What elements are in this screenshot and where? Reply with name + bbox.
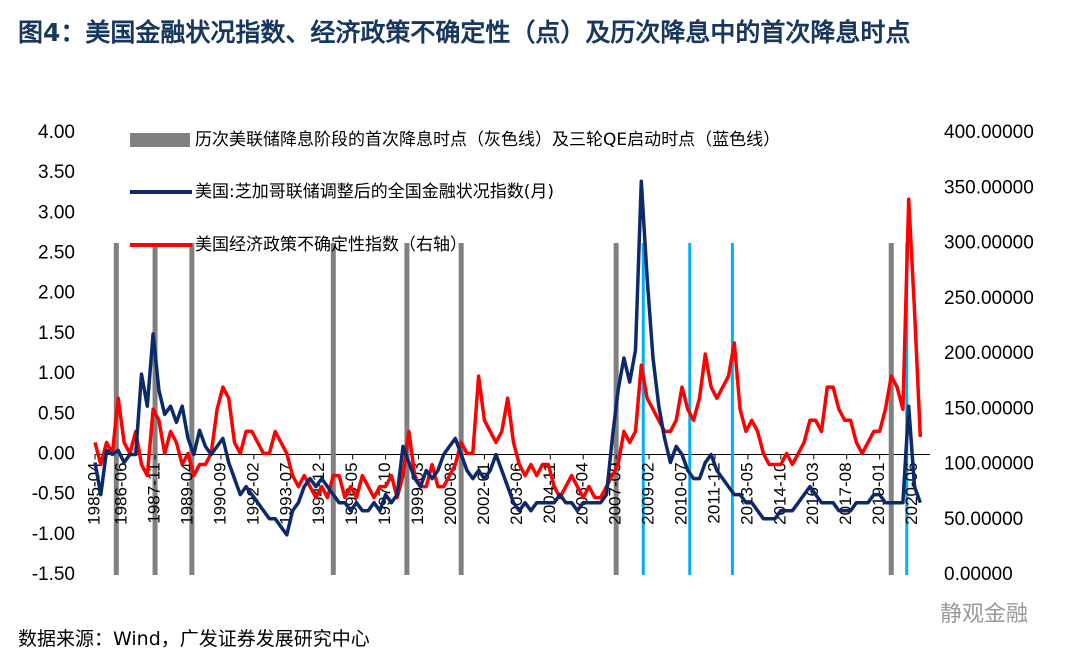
y2-tick-label: 350.00000 [944,177,1034,198]
x-tick-label: 2000-08 [441,462,460,524]
x-tick-label: 1986-06 [112,462,131,524]
y-tick-label: -1.50 [32,564,75,585]
y-tick-label: 0.00 [38,443,75,464]
y-tick-label: 0.50 [38,403,75,424]
source-note: 数据来源：Wind，广发证券发展研究中心 [18,628,370,650]
x-tick-label: 2014-10 [770,462,789,524]
x-tick-label: 2017-08 [836,462,855,524]
chart-title: 图4：美国金融状况指数、经济政策不确定性（点）及历次降息中的首次降息时点 [18,18,911,47]
x-tick-label: 2020-06 [902,462,921,524]
x-tick-label: 1989-04 [177,462,196,524]
y-tick-label: 1.50 [38,323,75,344]
x-tick-label: 2010-07 [672,462,691,524]
series-line [93,197,923,500]
y2-tick-label: 150.00000 [944,398,1034,419]
y2-tick-label: 100.00000 [944,454,1034,475]
y-tick-label: 2.50 [38,243,75,264]
x-tick-label: 1990-09 [210,462,229,524]
legend-label: 美国:芝加哥联储调整后的全国金融状况指数(月) [195,182,554,202]
y-tick-label: 3.00 [38,202,75,223]
y2-tick-label: 0.00000 [944,564,1013,585]
legend-label: 美国经济政策不确定性指数（右轴） [195,235,467,255]
legend-swatch [130,133,190,147]
watermark: 静观金融 [940,602,1029,627]
y2-tick-label: 300.00000 [944,233,1034,254]
y2-tick-label: 400.00000 [944,122,1034,143]
x-tick-label: 2011-12 [704,462,723,523]
x-tick-label: 1987-11 [145,462,164,523]
y2-tick-label: 250.00000 [944,288,1034,309]
y-tick-label: -0.50 [32,484,75,505]
y-tick-label: 3.50 [38,162,75,183]
y-tick-label: 1.00 [38,363,75,384]
x-tick-label: 2016-03 [803,462,822,524]
y-tick-label: -1.00 [32,524,75,545]
x-tick-label: 2002-01 [474,462,493,524]
y2-tick-label: 50.00000 [944,509,1023,530]
y2-tick-label: 200.00000 [944,343,1034,364]
x-tick-label: 2004-11 [540,462,559,523]
y-tick-label: 2.00 [38,283,75,304]
x-tick-label: 1996-05 [342,462,361,524]
y-tick-label: 4.00 [38,122,75,143]
legend-label: 历次美联储降息阶段的首次降息时点（灰色线）及三轮QE启动时点（蓝色线） [195,130,781,150]
x-tick-label: 2013-05 [737,462,756,524]
series-line [93,179,922,537]
x-tick-label: 1993-07 [276,462,295,524]
x-tick-label: 2009-02 [639,462,658,524]
